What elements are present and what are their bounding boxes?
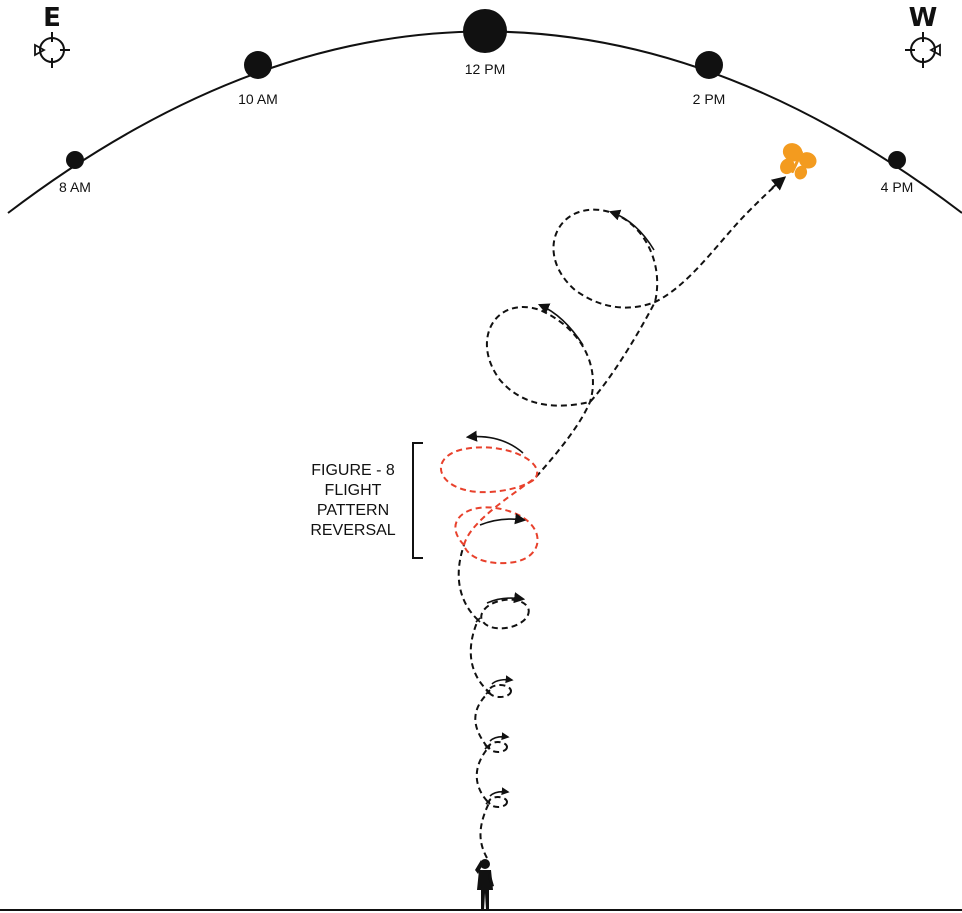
annotation-bracket <box>412 442 423 559</box>
sun-12pm <box>463 9 507 53</box>
time-label-12pm: 12 PM <box>465 61 505 77</box>
annotation-line-1: FIGURE - 8 <box>311 462 395 479</box>
east-marker: E <box>34 3 70 68</box>
flight-path <box>457 179 783 859</box>
annotation-line-4: REVERSAL <box>310 522 395 539</box>
arrow-tiny-3 <box>491 675 514 685</box>
west-marker: W <box>905 3 941 68</box>
arrow-reversal-upper <box>465 430 524 454</box>
sun-10am <box>244 51 272 79</box>
arrow-tiny-2 <box>489 732 510 742</box>
time-label-2pm: 2 PM <box>693 91 726 107</box>
loop-tiny-2 <box>488 741 508 753</box>
compass-crosshair-icon <box>905 32 941 68</box>
time-label-4pm: 4 PM <box>881 179 914 195</box>
arrow-tiny-1 <box>489 787 510 797</box>
annotation-line-2: FLIGHT <box>325 482 382 499</box>
person-silhouette-icon <box>475 859 494 910</box>
time-label-8am: 8 AM <box>59 179 91 195</box>
arrow-exit <box>770 176 787 191</box>
direction-east: E <box>43 3 61 33</box>
loop-tiny-1 <box>488 796 508 808</box>
arrow-loop-middle <box>537 303 584 346</box>
arrow-loop-upper <box>608 209 655 251</box>
loop-small <box>480 598 530 630</box>
reversal-loop-lower <box>454 506 539 565</box>
reversal-loop-upper <box>440 446 539 546</box>
butterfly-icon <box>780 143 817 180</box>
annotation-line-3: PATTERN <box>317 502 389 519</box>
sun-4pm <box>888 151 906 169</box>
flight-path-upper <box>485 179 783 478</box>
sun-arc <box>7 30 962 214</box>
direction-arrows <box>465 209 655 797</box>
flight-path-lower <box>457 544 491 859</box>
time-label-10am: 10 AM <box>238 91 278 107</box>
sun-positions: 8 AM 10 AM 12 PM 2 PM 4 PM <box>59 9 913 195</box>
arrow-reversal-lower <box>479 513 527 526</box>
arrow-small <box>486 592 526 604</box>
figure-8-annotation: FIGURE - 8 FLIGHT PATTERN REVERSAL <box>310 442 423 559</box>
sun-2pm <box>695 51 723 79</box>
loop-tiny-3 <box>488 684 512 698</box>
compass-crosshair-icon <box>34 32 70 68</box>
crossing-marks <box>475 617 491 805</box>
figure-8-reversal <box>440 446 539 565</box>
direction-west: W <box>909 3 938 33</box>
sun-8am <box>66 151 84 169</box>
